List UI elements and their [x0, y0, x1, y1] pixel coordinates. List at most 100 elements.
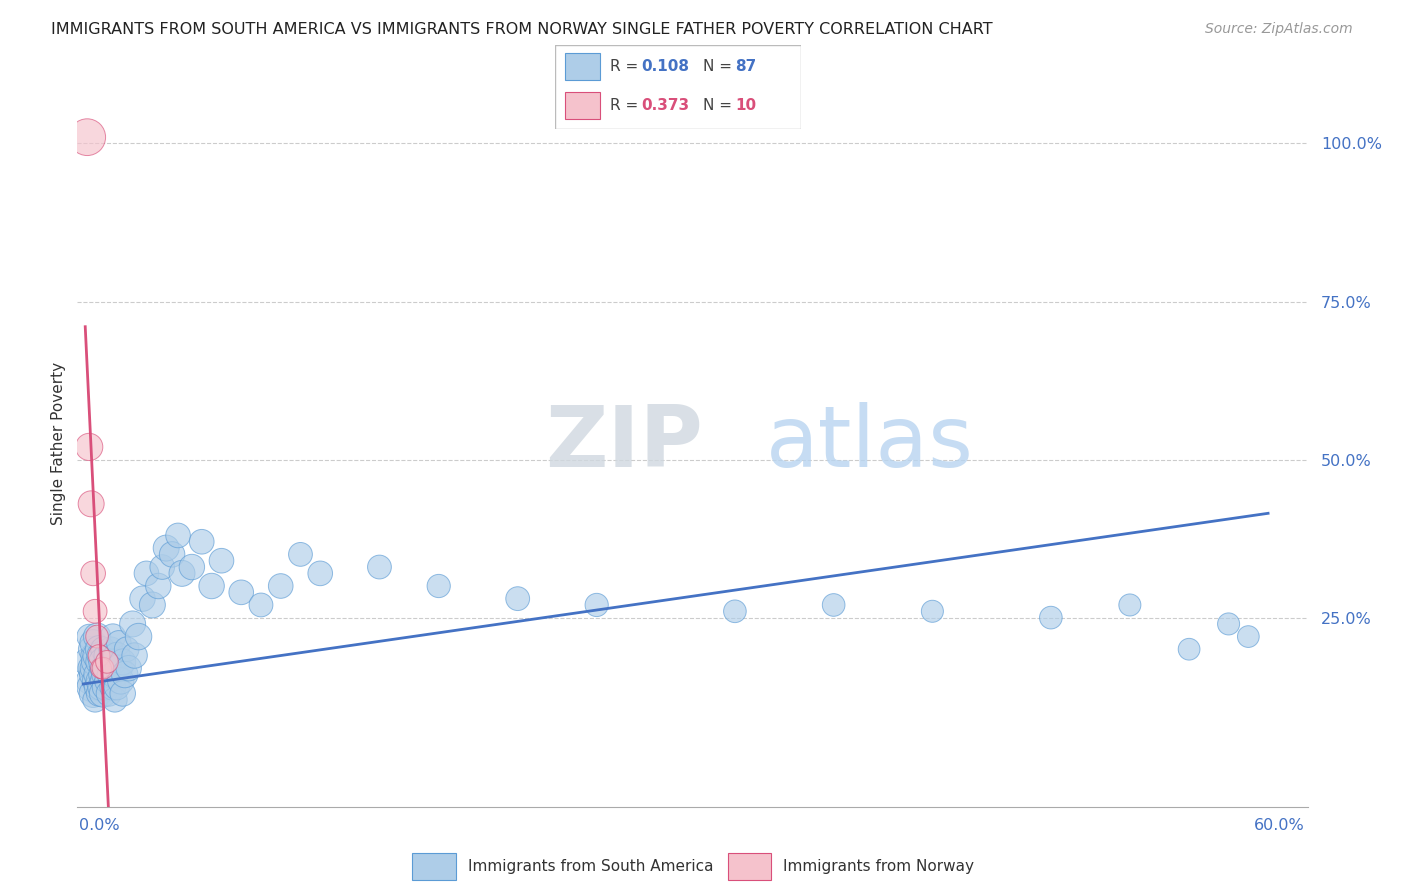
Text: R =: R = — [610, 98, 643, 113]
Point — [427, 579, 450, 593]
Point — [96, 648, 118, 663]
Point — [87, 686, 110, 700]
Text: 87: 87 — [735, 59, 756, 74]
Point — [91, 655, 114, 669]
Point — [94, 667, 117, 681]
Point — [107, 661, 129, 675]
Point — [150, 560, 173, 574]
Point — [80, 642, 103, 657]
Text: 60.0%: 60.0% — [1254, 818, 1305, 833]
Point — [170, 566, 193, 581]
Point — [1119, 598, 1142, 612]
Point — [110, 673, 132, 688]
Point — [86, 648, 108, 663]
Point — [101, 630, 124, 644]
Point — [201, 579, 224, 593]
Point — [84, 673, 107, 688]
Text: IMMIGRANTS FROM SOUTH AMERICA VS IMMIGRANTS FROM NORWAY SINGLE FATHER POVERTY CO: IMMIGRANTS FROM SOUTH AMERICA VS IMMIGRA… — [51, 22, 993, 37]
Point — [84, 655, 107, 669]
Point — [190, 534, 212, 549]
Point — [111, 655, 134, 669]
Text: N =: N = — [703, 98, 737, 113]
Point — [90, 680, 112, 694]
Point — [101, 680, 124, 694]
Point — [100, 667, 122, 681]
Point — [96, 655, 118, 669]
Point — [87, 648, 110, 663]
Point — [368, 560, 391, 574]
Point — [80, 661, 103, 675]
Text: Immigrants from South America: Immigrants from South America — [468, 859, 713, 873]
Point — [82, 648, 104, 663]
Text: N =: N = — [703, 59, 737, 74]
Point — [100, 642, 122, 657]
Point — [270, 579, 292, 593]
Text: 10: 10 — [735, 98, 756, 113]
Point — [86, 630, 108, 644]
Point — [91, 673, 114, 688]
Point — [231, 585, 253, 599]
Y-axis label: Single Father Poverty: Single Father Poverty — [51, 362, 66, 525]
Text: Immigrants from Norway: Immigrants from Norway — [783, 859, 974, 873]
Bar — [412, 854, 456, 880]
Point — [114, 667, 136, 681]
Text: Source: ZipAtlas.com: Source: ZipAtlas.com — [1205, 22, 1353, 37]
Point — [1039, 610, 1062, 624]
Point — [180, 560, 202, 574]
Point — [82, 667, 104, 681]
Point — [118, 661, 141, 675]
Bar — [565, 54, 599, 80]
Point — [585, 598, 607, 612]
Point — [90, 648, 112, 663]
Point — [141, 598, 163, 612]
Point — [105, 648, 128, 663]
Point — [82, 636, 104, 650]
Text: 0.0%: 0.0% — [79, 818, 120, 833]
Point — [290, 548, 312, 562]
Point — [1218, 616, 1240, 631]
Point — [148, 579, 170, 593]
Point — [87, 655, 110, 669]
Point — [167, 528, 190, 542]
Point — [87, 673, 110, 688]
Point — [211, 554, 233, 568]
Point — [86, 630, 108, 644]
Point — [91, 661, 114, 675]
FancyBboxPatch shape — [555, 45, 801, 129]
Point — [86, 667, 108, 681]
Point — [76, 655, 98, 669]
Point — [160, 548, 183, 562]
Point — [97, 655, 120, 669]
Point — [82, 566, 104, 581]
Point — [84, 693, 107, 707]
Point — [87, 642, 110, 657]
Point — [90, 667, 112, 681]
Point — [97, 686, 120, 700]
Point — [107, 636, 129, 650]
Point — [105, 680, 128, 694]
Point — [111, 686, 134, 700]
Point — [91, 661, 114, 675]
Point — [77, 440, 100, 454]
Point — [1237, 630, 1260, 644]
Point — [84, 604, 107, 618]
Point — [155, 541, 177, 555]
Point — [76, 130, 98, 145]
Point — [823, 598, 845, 612]
Point — [90, 661, 112, 675]
Text: atlas: atlas — [766, 402, 974, 485]
Point — [309, 566, 332, 581]
Point — [250, 598, 273, 612]
Point — [82, 661, 104, 675]
Point — [131, 591, 153, 606]
Text: 0.108: 0.108 — [641, 59, 689, 74]
Point — [91, 642, 114, 657]
Point — [94, 680, 117, 694]
Point — [96, 673, 118, 688]
Text: R =: R = — [610, 59, 643, 74]
Point — [86, 680, 108, 694]
Point — [77, 673, 100, 688]
Bar — [728, 854, 770, 880]
Point — [506, 591, 529, 606]
Point — [921, 604, 943, 618]
